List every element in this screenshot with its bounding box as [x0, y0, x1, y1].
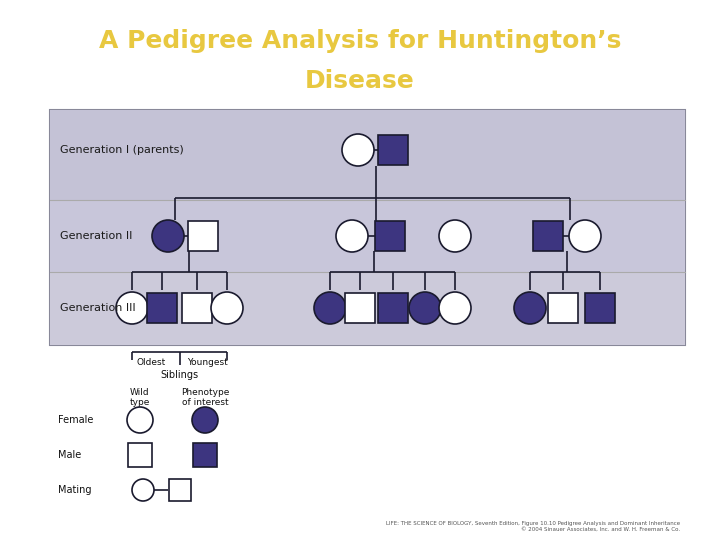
FancyBboxPatch shape: [50, 272, 685, 345]
Circle shape: [192, 407, 218, 433]
Text: Youngest: Youngest: [187, 358, 228, 367]
Text: Mating: Mating: [58, 485, 91, 495]
Circle shape: [152, 220, 184, 252]
Text: Phenotype
of interest: Phenotype of interest: [181, 388, 229, 407]
Text: Wild
type: Wild type: [130, 388, 150, 407]
Circle shape: [409, 292, 441, 324]
Circle shape: [127, 407, 153, 433]
FancyBboxPatch shape: [169, 479, 191, 501]
FancyBboxPatch shape: [50, 110, 685, 345]
FancyBboxPatch shape: [345, 293, 375, 323]
Text: Female: Female: [58, 415, 94, 425]
FancyBboxPatch shape: [128, 443, 152, 467]
Circle shape: [514, 292, 546, 324]
Circle shape: [132, 479, 154, 501]
FancyBboxPatch shape: [375, 221, 405, 251]
Circle shape: [314, 292, 346, 324]
FancyBboxPatch shape: [50, 110, 685, 200]
Text: Generation II: Generation II: [60, 231, 132, 241]
Text: Generation III: Generation III: [60, 303, 135, 313]
Text: Siblings: Siblings: [161, 370, 199, 380]
Text: LIFE: THE SCIENCE OF BIOLOGY, Seventh Edition, Figure 10.10 Pedigree Analysis an: LIFE: THE SCIENCE OF BIOLOGY, Seventh Ed…: [386, 521, 680, 532]
FancyBboxPatch shape: [182, 293, 212, 323]
Circle shape: [569, 220, 601, 252]
Circle shape: [342, 134, 374, 166]
FancyBboxPatch shape: [193, 443, 217, 467]
Text: Oldest: Oldest: [137, 358, 166, 367]
FancyBboxPatch shape: [50, 200, 685, 272]
FancyBboxPatch shape: [548, 293, 578, 323]
Circle shape: [439, 220, 471, 252]
Circle shape: [439, 292, 471, 324]
FancyBboxPatch shape: [378, 135, 408, 165]
FancyBboxPatch shape: [378, 293, 408, 323]
FancyBboxPatch shape: [533, 221, 563, 251]
Text: Disease: Disease: [305, 69, 415, 93]
Circle shape: [211, 292, 243, 324]
Circle shape: [116, 292, 148, 324]
Text: Generation I (parents): Generation I (parents): [60, 145, 184, 155]
FancyBboxPatch shape: [188, 221, 218, 251]
FancyBboxPatch shape: [147, 293, 177, 323]
Text: A Pedigree Analysis for Huntington’s: A Pedigree Analysis for Huntington’s: [99, 29, 621, 53]
Circle shape: [336, 220, 368, 252]
Text: Male: Male: [58, 450, 81, 460]
FancyBboxPatch shape: [585, 293, 615, 323]
